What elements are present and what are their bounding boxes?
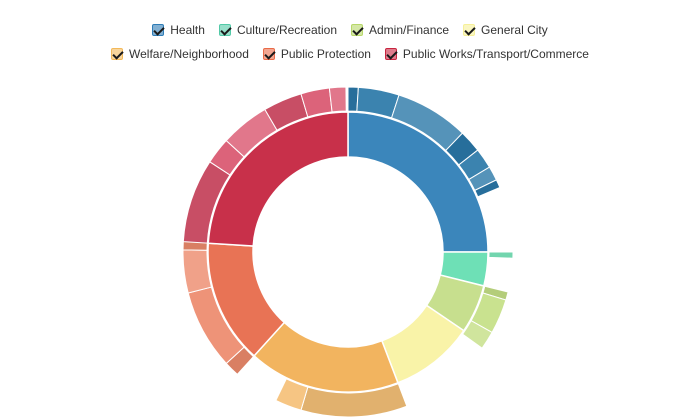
legend-label: General City bbox=[481, 23, 548, 37]
legend-item-culture-recreation[interactable]: Culture/Recreation bbox=[218, 22, 337, 38]
legend-label: Admin/Finance bbox=[369, 23, 450, 37]
checkbox-icon[interactable] bbox=[351, 24, 363, 36]
legend-row-1: Health Culture/Recreation Admin/Finance Gen… bbox=[0, 22, 700, 38]
legend-item-general-city[interactable]: General City bbox=[463, 22, 548, 38]
checkbox-icon[interactable] bbox=[218, 24, 231, 36]
outer-ring bbox=[182, 86, 514, 418]
legend-item-public-protection[interactable]: Public Protection bbox=[262, 46, 371, 62]
outer-slice-culture-recreation[interactable] bbox=[488, 251, 514, 259]
legend-item-health[interactable]: Health bbox=[152, 22, 205, 38]
checkbox-icon[interactable] bbox=[384, 48, 397, 60]
inner-slice-public-works-transport-commerce[interactable] bbox=[207, 111, 349, 247]
checkbox-icon[interactable] bbox=[463, 24, 476, 36]
legend-label: Public Protection bbox=[280, 47, 371, 61]
outer-slice-welfare-neighborhood[interactable] bbox=[275, 378, 309, 411]
checkbox-icon[interactable] bbox=[111, 48, 124, 60]
inner-slice-health[interactable] bbox=[347, 111, 489, 253]
outer-slice-public-protection[interactable] bbox=[182, 249, 213, 294]
legend-item-admin-finance[interactable]: Admin/Finance bbox=[351, 22, 449, 38]
legend-label: Welfare/Neighborhood bbox=[129, 47, 249, 61]
legend-row-2: Welfare/Neighborhood Public Protection Pub… bbox=[0, 46, 700, 62]
outer-slice-public-works-transport-commerce[interactable] bbox=[328, 86, 347, 113]
checkbox-icon[interactable] bbox=[152, 24, 165, 36]
legend-label: Public Works/Transport/Commerce bbox=[402, 47, 589, 61]
outer-slice-admin-finance[interactable] bbox=[461, 320, 493, 349]
legend-label: Culture/Recreation bbox=[236, 23, 337, 37]
inner-ring bbox=[207, 111, 489, 393]
outer-slice-health[interactable] bbox=[474, 179, 501, 198]
legend-item-public-works-transport-commerce[interactable]: Public Works/Transport/Commerce bbox=[384, 46, 589, 62]
legend-label: Health bbox=[170, 23, 205, 37]
checkbox-icon[interactable] bbox=[262, 48, 275, 60]
legend-item-welfare-neighborhood[interactable]: Welfare/Neighborhood bbox=[111, 46, 249, 62]
